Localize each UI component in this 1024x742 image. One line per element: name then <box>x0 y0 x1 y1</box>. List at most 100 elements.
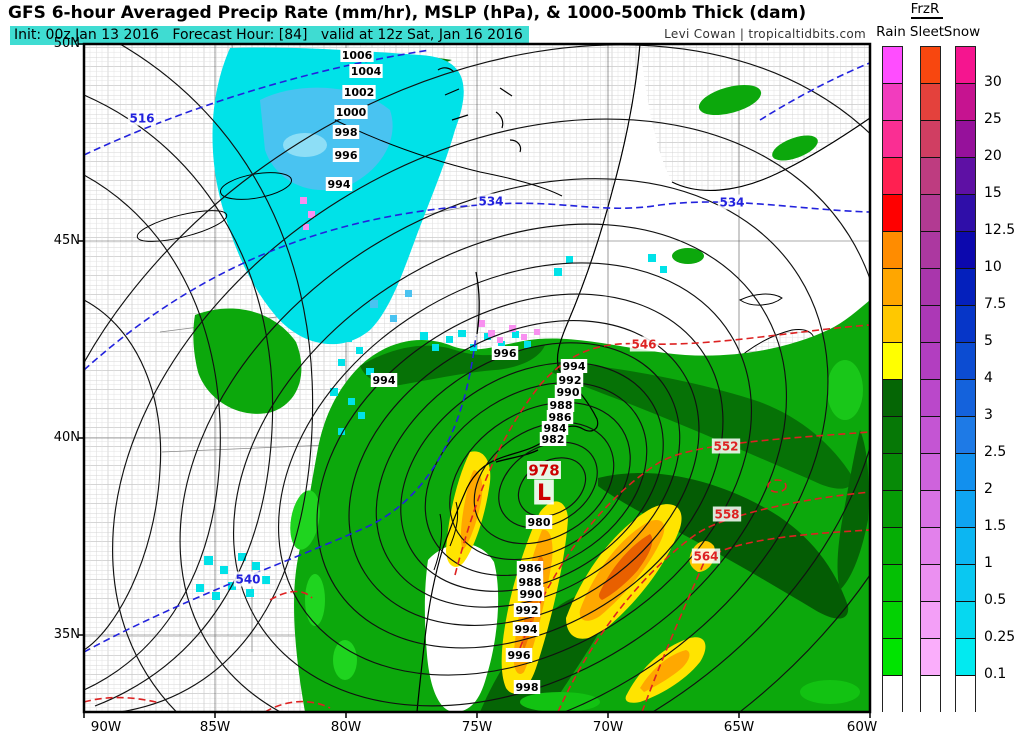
legend-segment <box>883 565 902 602</box>
contour-label-box <box>629 336 659 352</box>
contour-label-box <box>233 571 263 587</box>
lon-label-90W: 90W <box>90 719 122 735</box>
contour-label: 534 <box>719 195 744 209</box>
legend-segment <box>921 639 940 676</box>
lon-label-75W: 75W <box>461 719 493 735</box>
lon-label-85W: 85W <box>199 719 231 735</box>
legend-segment <box>921 380 940 417</box>
lat-label-35N: 35N <box>53 627 80 642</box>
legend-segment <box>956 269 975 306</box>
contour-label-box <box>712 506 742 522</box>
legend-tick-label: 5 <box>984 333 993 349</box>
legend-segment <box>956 47 975 84</box>
contour-label: 990 <box>557 386 580 399</box>
isobar-west-arcs <box>84 44 314 712</box>
rain-light-fringe6 <box>827 360 863 420</box>
contour-label-box <box>546 410 574 424</box>
legend-segment <box>921 417 940 454</box>
legend-segment <box>956 602 975 639</box>
contour-label-box <box>349 64 383 78</box>
legend-segment <box>921 232 940 269</box>
contour-label: 990 <box>520 588 543 601</box>
green-patch-ne2 <box>772 135 818 161</box>
contour-label-box <box>513 603 541 617</box>
contour-label: 992 <box>516 604 539 617</box>
legend-segment <box>921 306 940 343</box>
legend-segment <box>956 528 975 565</box>
legend-segment <box>883 343 902 380</box>
legend-segment <box>883 232 902 269</box>
legend-header-sleet: Sleet <box>909 24 945 40</box>
thickness-blue-lines <box>84 49 870 653</box>
contour-label: 998 <box>516 681 539 694</box>
contour-label-box <box>127 110 157 126</box>
contour-label: 994 <box>373 374 396 387</box>
legend-tick-label: 4 <box>984 370 993 386</box>
legend-segment <box>883 158 902 195</box>
legend-segment <box>921 676 940 713</box>
contour-label: 978 <box>528 461 559 479</box>
lat-label-45N: 45N <box>53 233 80 248</box>
page-title: GFS 6-hour Averaged Precip Rate (mm/hr),… <box>8 3 807 23</box>
legend-segment <box>883 639 902 676</box>
land-counties-canada <box>640 44 870 191</box>
contour-label: 996 <box>494 347 517 360</box>
lon-label-80W: 80W <box>330 719 362 735</box>
contour-label-box <box>527 461 561 479</box>
legend-bar-rain <box>882 46 903 713</box>
contour-label-box <box>332 148 360 162</box>
legend-segment <box>956 121 975 158</box>
lat-label-40N: 40N <box>53 430 80 445</box>
rain-light-fringe3 <box>333 640 357 680</box>
contour-label: 1002 <box>344 86 375 99</box>
legend-segment <box>883 84 902 121</box>
legend-tick-label: 10 <box>984 259 1002 275</box>
legend-segment <box>956 565 975 602</box>
contour-label-box <box>516 575 544 589</box>
legend-segment <box>956 454 975 491</box>
contour-label: 992 <box>559 374 582 387</box>
green-patch-ne3 <box>672 248 704 264</box>
contour-label: 984 <box>544 422 567 435</box>
contour-label-box <box>513 680 541 694</box>
contour-label-box <box>711 438 741 454</box>
contour-label: 982 <box>542 433 565 446</box>
legend-tick-label: 20 <box>984 148 1002 164</box>
legend-segment <box>883 491 902 528</box>
green-patch-ne1 <box>698 84 762 116</box>
legend-segment <box>883 676 902 713</box>
contour-label: L <box>537 481 551 506</box>
legend-segment <box>956 306 975 343</box>
dry-slot <box>424 543 499 712</box>
contour-label-box <box>517 587 545 601</box>
legend-segment <box>921 528 940 565</box>
contour-label-box <box>334 105 368 119</box>
legend-segment <box>956 417 975 454</box>
legend-segment <box>956 158 975 195</box>
legend-segment <box>956 343 975 380</box>
map-labels: 1006100410021000998996994994996994992990… <box>127 48 747 694</box>
rain-light-fringe5 <box>800 680 860 704</box>
legend-segment <box>921 491 940 528</box>
coastline <box>136 44 870 712</box>
init-forecast-subtitle: Init: 00z Jan 13 2016 Forecast Hour: [84… <box>10 26 529 45</box>
contour-label: 996 <box>508 649 531 662</box>
legend-segment <box>883 602 902 639</box>
legend-segment <box>883 528 902 565</box>
contour-label-box <box>370 373 398 387</box>
contour-label: 558 <box>714 507 739 521</box>
contour-label-box <box>717 194 747 210</box>
legend-tick-label: 0.5 <box>984 592 1007 608</box>
contour-label: 994 <box>563 360 586 373</box>
contour-label-box <box>505 648 533 662</box>
legend-segment <box>921 454 940 491</box>
contour-label-box <box>541 421 569 435</box>
contour-label-box <box>539 432 567 446</box>
contour-label-box <box>476 193 506 209</box>
contour-label-box <box>325 177 353 191</box>
contour-label-box <box>525 515 553 529</box>
legend-segment <box>921 47 940 84</box>
legend-header-rain: Rain <box>876 24 906 40</box>
contour-label-box <box>491 346 519 360</box>
